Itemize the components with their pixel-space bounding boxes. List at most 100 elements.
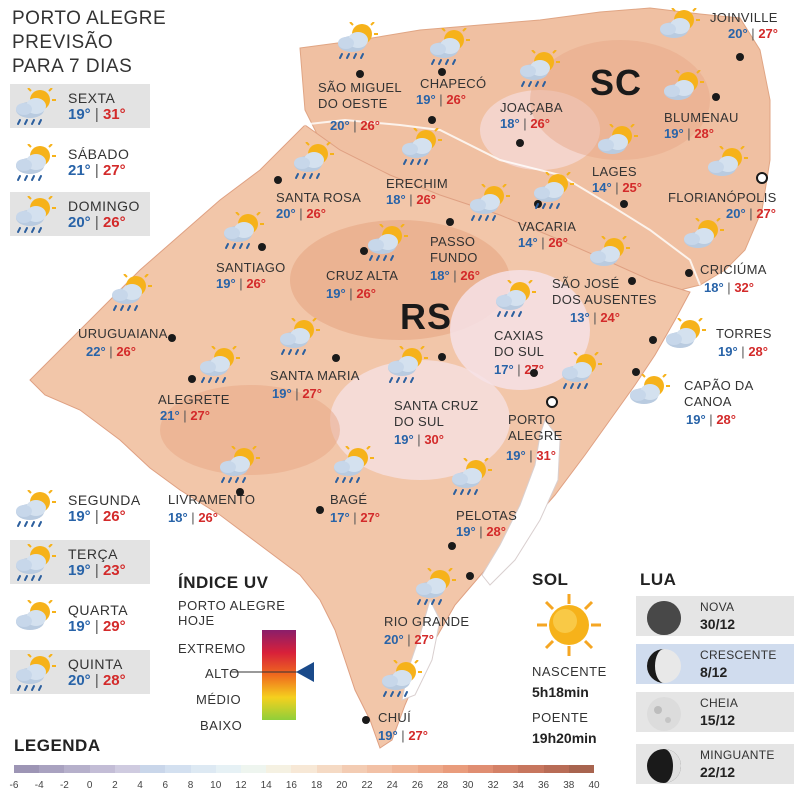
city-name: LIVRAMENTO: [168, 492, 256, 507]
city-temps: 17° | 27°: [330, 510, 380, 525]
sun-cloud-rain-icon: [16, 654, 56, 691]
sun-cloud-rain-icon: [280, 318, 320, 355]
title-line-2: PREVISÃO: [12, 32, 114, 53]
city-temps: 18° | 26°: [386, 192, 436, 207]
city-temps: 19° | 28°: [718, 344, 768, 359]
city-name: PORTO ALEGRE: [508, 412, 563, 443]
city-max: 26°: [198, 510, 218, 525]
sun-cloud-rain-icon: [496, 280, 536, 317]
city-max: 26°: [356, 286, 376, 301]
city-max: 26°: [530, 116, 550, 131]
city-name: CAXIAS DO SUL: [494, 328, 545, 359]
city-max: 28°: [486, 524, 506, 539]
legend-tick: 18: [311, 780, 323, 791]
city-min: 20°: [728, 26, 748, 41]
forecast-temps: 19° | 31°: [68, 106, 126, 123]
sun-cloud-icon: [660, 8, 700, 38]
city-temps: 18° | 26°: [500, 116, 550, 131]
city-marker: [685, 269, 693, 277]
city-min: 19°: [416, 92, 436, 107]
city-min: 18°: [386, 192, 406, 207]
city-min: 19°: [326, 286, 346, 301]
city-name: SANTA CRUZ DO SUL: [394, 398, 479, 429]
city-min: 19°: [506, 448, 526, 463]
city-marker: [274, 176, 282, 184]
city-name: VACARIA: [518, 219, 577, 234]
city-temps: 20° | 27°: [728, 26, 778, 41]
city-marker: [356, 70, 364, 78]
title-line-1: PORTO ALEGRE: [12, 8, 167, 29]
forecast-row-6: QUINTA 20° | 28°: [10, 650, 150, 694]
forecast-min: 20°: [68, 214, 91, 231]
city-max: 26°: [306, 206, 326, 221]
city-min: 22°: [86, 344, 106, 359]
sun-cloud-rain-icon: [16, 544, 56, 581]
city-min: 19°: [686, 412, 706, 427]
city-temps: 19° | 26°: [326, 286, 376, 301]
legend-tick: -4: [34, 780, 44, 791]
legend-tick: 22: [361, 780, 373, 791]
city-marker: [332, 354, 340, 362]
city-marker: [620, 200, 628, 208]
sun-cloud-rain-icon: [16, 196, 56, 233]
city-marker: [466, 572, 474, 580]
sun-cloud-rain-icon: [402, 128, 442, 165]
city-temps: 19° | 26°: [216, 276, 266, 291]
city-min: 14°: [592, 180, 612, 195]
forecast-temps: 19° | 29°: [68, 618, 126, 635]
sun-cloud-rain-icon: [416, 568, 456, 605]
sunset-time: 19h20min: [532, 730, 597, 746]
city-temps: 19° | 30°: [394, 432, 444, 447]
city-marker: [448, 542, 456, 550]
state-label-sc: SC: [590, 62, 643, 103]
city-marker: [168, 334, 176, 342]
city-name: CHAPECÓ: [420, 76, 487, 91]
city-name: SANTA ROSA: [276, 190, 362, 205]
forecast-temps: 20° | 26°: [68, 214, 126, 231]
legend-tick: 36: [538, 780, 550, 791]
moon-title: LUA: [640, 570, 677, 589]
sun-cloud-rain-icon: [294, 142, 334, 179]
legend-tick: 16: [285, 780, 297, 791]
forecast-day: SEXTA: [68, 90, 116, 106]
city-temps: 18° | 32°: [704, 280, 754, 295]
sun-cloud-rain-icon: [220, 446, 260, 483]
forecast-max: 27°: [102, 162, 126, 179]
city-name: FLORIANÓPOLIS: [668, 190, 777, 205]
legend-tick: 14: [260, 780, 272, 791]
city-max: 27°: [302, 386, 322, 401]
uv-level-extremo: EXTREMO: [178, 641, 246, 656]
city-temps: 14° | 25°: [592, 180, 642, 195]
sun-title: SOL: [532, 570, 569, 589]
forecast-day: QUARTA: [68, 602, 129, 618]
forecast-row-2: DOMINGO 20° | 26°: [10, 192, 150, 236]
city-name: SÃO JOSÉ DOS AUSENTES: [552, 276, 657, 307]
city-max: 25°: [622, 180, 642, 195]
city-max: 28°: [694, 126, 714, 141]
sun-cloud-rain-icon: [112, 274, 152, 311]
moon-phase-date: 22/12: [700, 764, 736, 780]
sun-cloud-icon: [684, 218, 724, 248]
legend-color-scale: [14, 765, 595, 773]
city-marker: [632, 368, 640, 376]
waning-moon-icon: [647, 749, 681, 783]
city-marker: [428, 116, 436, 124]
city-min: 17°: [494, 362, 514, 377]
city-temps: 20° | 26°: [276, 206, 326, 221]
uv-pointer-icon: [296, 662, 314, 682]
moon-phase-name: CHEIA: [700, 696, 739, 710]
city-max: 27°: [758, 26, 778, 41]
legend-tick: 40: [588, 780, 600, 791]
forecast-min: 21°: [68, 162, 91, 179]
moon-phase-date: 8/12: [700, 664, 728, 680]
forecast-day: QUINTA: [68, 656, 123, 672]
city-temps: 21° | 27°: [160, 408, 210, 423]
city-min: 18°: [704, 280, 724, 295]
city-max: 28°: [716, 412, 736, 427]
sun-cloud-rain-icon: [430, 28, 470, 65]
city-name: CHUÍ: [378, 710, 411, 725]
city-name: CRUZ ALTA: [326, 268, 399, 283]
city-max: 27°: [408, 728, 428, 743]
moon-phase-row: MINGUANTE 22/12: [636, 744, 794, 784]
